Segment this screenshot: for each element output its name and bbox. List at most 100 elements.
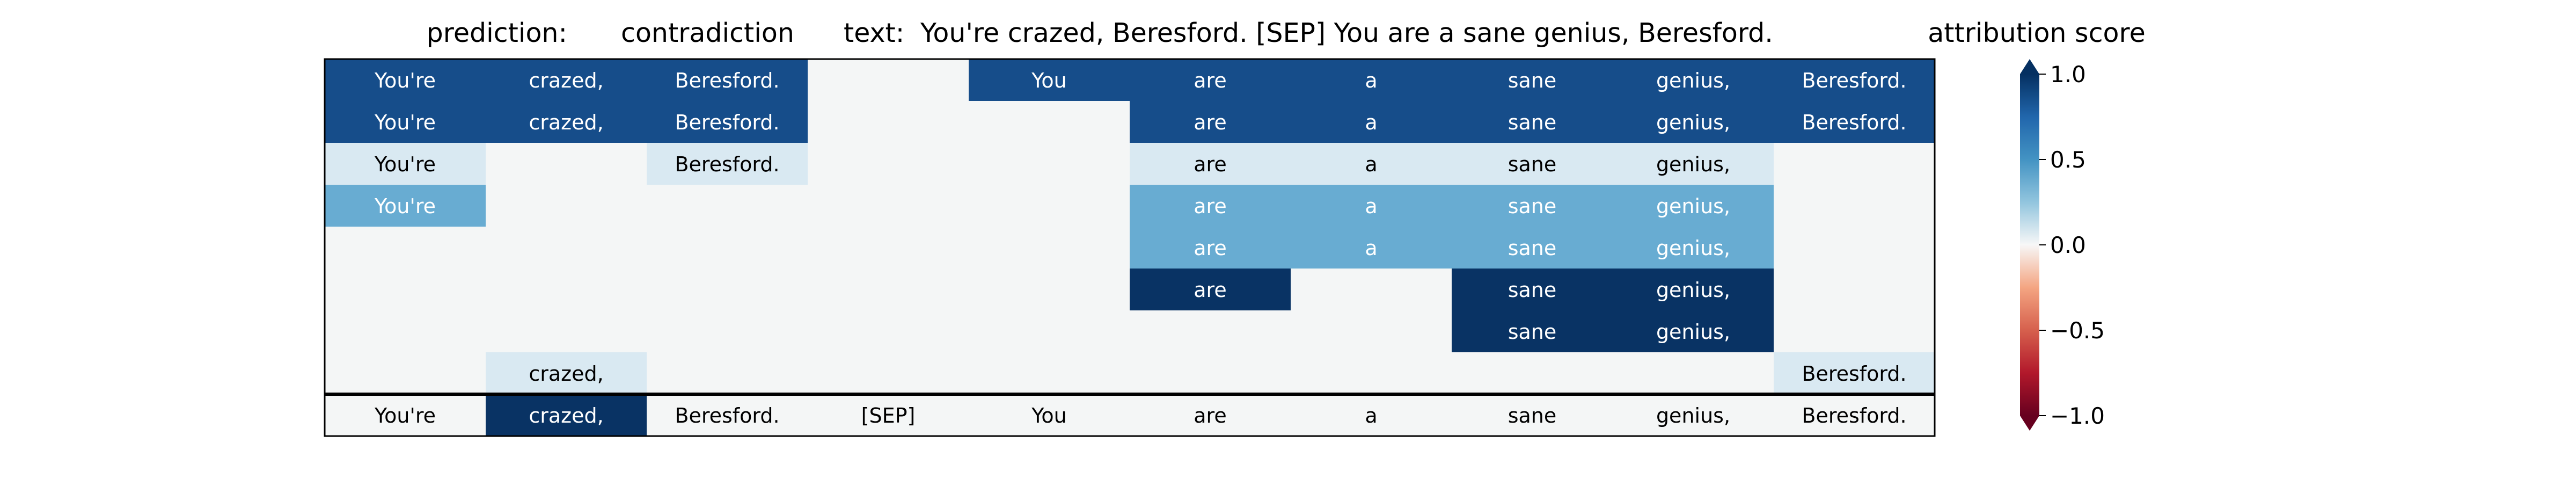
token-label: Beresford. (675, 69, 779, 92)
token-label: genius, (1656, 111, 1730, 134)
colorbar-tick-label: 0.0 (2050, 232, 2086, 258)
token-label: a (1365, 111, 1377, 134)
heatmap-cell (486, 227, 647, 269)
token-label: sane (1508, 153, 1557, 176)
token-label: You're (374, 111, 436, 134)
token-label: Beresford. (675, 111, 779, 134)
colorbar-extend-bottom (2020, 416, 2039, 431)
heatmap-cell (486, 59, 647, 101)
token-label: are (1194, 111, 1226, 134)
token-label: sane (1508, 278, 1557, 302)
heatmap-cell (325, 227, 486, 269)
heatmap-cell (1291, 227, 1452, 269)
heatmap-cell (486, 269, 647, 310)
token-label: are (1194, 278, 1226, 302)
heatmap-cell (1291, 269, 1452, 310)
token-label: You're (374, 153, 436, 176)
heatmap-cell (1774, 269, 1935, 310)
heatmap-cell (1774, 101, 1935, 143)
heatmap-cell (1613, 352, 1774, 394)
heatmap-cell (325, 269, 486, 310)
heatmap-cell (647, 269, 808, 310)
heatmap-cell (486, 143, 647, 185)
total-cell (969, 394, 1130, 436)
heatmap-cell (969, 310, 1130, 352)
total-token-label: [SEP] (861, 404, 916, 427)
heatmap-cell (808, 269, 969, 310)
token-label: sane (1508, 194, 1557, 218)
total-token-label: are (1194, 404, 1226, 427)
colorbar-tick-label: −1.0 (2050, 403, 2105, 429)
prediction-value: contradiction (621, 18, 794, 48)
heatmap-cell (647, 185, 808, 227)
text-label: text: (844, 18, 904, 48)
token-label: Beresford. (675, 153, 779, 176)
heatmap-cell (808, 185, 969, 227)
total-cell (325, 394, 486, 436)
heatmap-cell (1613, 310, 1774, 352)
heatmap-cell (647, 143, 808, 185)
heatmap-cell (325, 59, 486, 101)
heatmap-cell (1613, 143, 1774, 185)
heatmap-cell (1291, 143, 1452, 185)
heatmap-cell (1291, 310, 1452, 352)
text-value: You're crazed, Beresford. [SEP] You are … (920, 18, 1773, 48)
colorbar-tick-label: 0.5 (2050, 147, 2086, 173)
token-label: Beresford. (1802, 362, 1906, 386)
heatmap-cell (1774, 227, 1935, 269)
colorbar-ticks: 1.0 0.5 0.0 −0.5 −1.0 (2039, 61, 2105, 429)
token-label: genius, (1656, 278, 1730, 302)
heatmap-cell (1774, 352, 1935, 394)
total-cell (647, 394, 808, 436)
heatmap-cell (1130, 352, 1291, 394)
heatmap-cell (1774, 59, 1935, 101)
token-label: sane (1508, 320, 1557, 344)
token-label: a (1365, 69, 1377, 92)
heatmap-cell (1130, 185, 1291, 227)
colorbar-gradient (2020, 74, 2039, 416)
heatmap-cell (1452, 310, 1613, 352)
heatmap-cell (1130, 143, 1291, 185)
heatmap-cell (1130, 59, 1291, 101)
token-label: You're (374, 69, 436, 92)
heatmap-cell (1613, 227, 1774, 269)
total-token-label: You're (374, 404, 436, 427)
heatmap-cell (647, 352, 808, 394)
heatmap-cell (1291, 185, 1452, 227)
token-label: a (1365, 153, 1377, 176)
token-label: crazed, (529, 362, 603, 386)
heatmap-cell (325, 101, 486, 143)
token-label: genius, (1656, 194, 1730, 218)
token-label: are (1194, 194, 1226, 218)
heatmap-cell (486, 185, 647, 227)
heatmap-cell (1613, 59, 1774, 101)
token-label: are (1194, 153, 1226, 176)
heatmap-cell (647, 310, 808, 352)
token-label: Beresford. (1802, 111, 1906, 134)
colorbar-extend-top (2020, 59, 2039, 74)
total-token-label: Beresford. (1802, 404, 1906, 427)
token-label: genius, (1656, 69, 1730, 92)
heatmap-cell (647, 101, 808, 143)
heatmap-cell (808, 227, 969, 269)
heatmap-cell (808, 143, 969, 185)
total-cell (1291, 394, 1452, 436)
heatmap-cell (325, 185, 486, 227)
heatmap-cell (1452, 59, 1613, 101)
heatmap-cell (325, 143, 486, 185)
heatmap-cell (1613, 185, 1774, 227)
heatmap-cell (969, 269, 1130, 310)
total-cell (1452, 394, 1613, 436)
heatmap-cell (1452, 143, 1613, 185)
token-label: sane (1508, 111, 1557, 134)
total-token-label: genius, (1656, 404, 1730, 427)
heatmap-cell (1130, 227, 1291, 269)
total-token-label: Beresford. (675, 404, 779, 427)
heatmap-cell (1774, 185, 1935, 227)
heatmap-grid: You're crazed, Beresford. You are a sane genius… (324, 58, 1936, 437)
heatmap-cell (969, 185, 1130, 227)
token-label: genius, (1656, 236, 1730, 260)
token-label: sane (1508, 236, 1557, 260)
heatmap-cell (969, 101, 1130, 143)
token-label: Beresford. (1802, 69, 1906, 92)
